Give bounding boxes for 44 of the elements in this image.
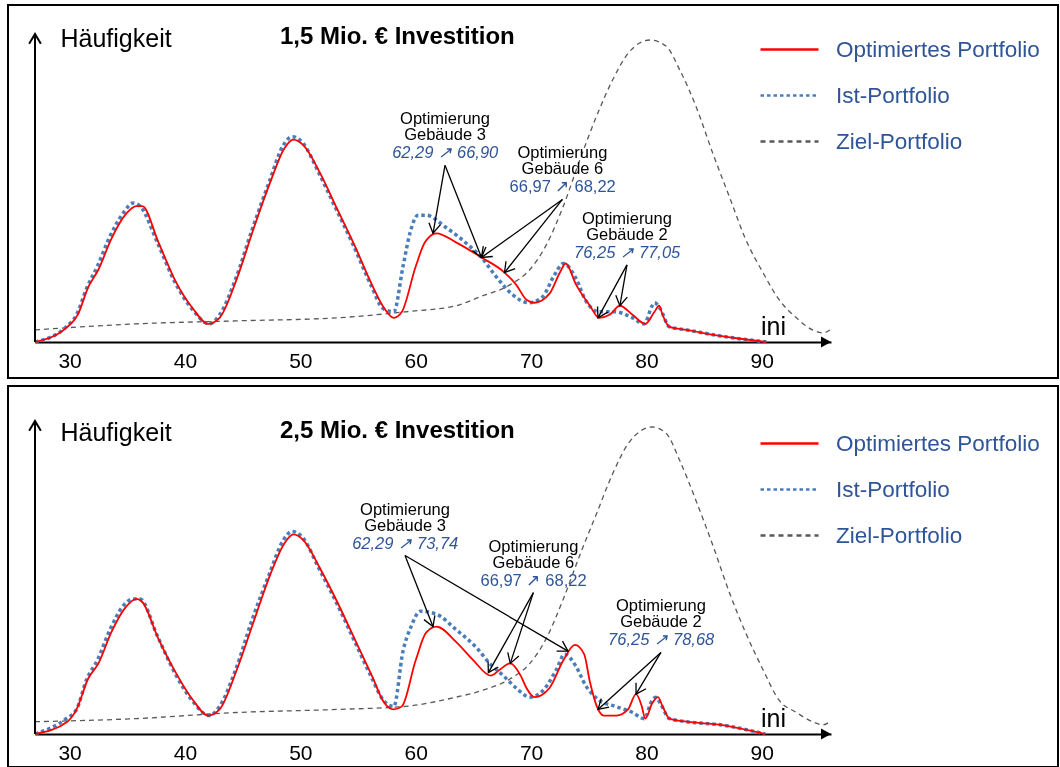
x-tick-label: 90 — [750, 740, 774, 764]
annotation: Optimierung Gebäude 3 — [400, 109, 490, 144]
annotation: 62,29 ↗ — [392, 143, 452, 162]
annotation: Optimierung Gebäude 3 — [360, 499, 450, 534]
chart-title: 2,5 Mio. € Investition — [280, 416, 515, 443]
x-tick-label: 60 — [404, 348, 428, 372]
x-tick-label: 30 — [58, 348, 82, 372]
annotation: 62,29 ↗ — [352, 533, 412, 552]
annotation: 73,74 — [417, 533, 459, 552]
legend-label: Optimiertes Portfolio — [836, 430, 1040, 456]
x-tick-label: 80 — [635, 348, 659, 372]
y-axis-title: Häufigkeit — [60, 23, 172, 52]
x-tick-label: 90 — [750, 348, 774, 372]
legend-label: Ist-Portfolio — [836, 82, 950, 108]
x-tick-label: 70 — [519, 348, 544, 372]
annotation: Optimierung Gebäude 6 — [517, 143, 608, 178]
legend-label: Ziel-Portfolio — [836, 522, 963, 548]
annotation: 77,05 — [638, 242, 682, 261]
annotation: 66,90 — [457, 143, 500, 162]
x-tick-label: 60 — [404, 740, 428, 764]
annotation: 66,97 ↗ — [480, 570, 541, 589]
x-tick-label: 40 — [173, 348, 198, 372]
annotation: 78,68 — [672, 630, 716, 649]
annotation: Optimierung Gebäude 2 — [582, 208, 672, 243]
annotation: 66,97 ↗ — [509, 177, 570, 196]
annotation: 76,25 ↗ — [574, 242, 634, 261]
x-tick-label: 50 — [289, 740, 313, 764]
x-axis-title: ini — [760, 703, 787, 732]
annotation: 68,22 — [545, 570, 587, 589]
x-tick-label: 30 — [58, 740, 82, 764]
x-tick-label: 80 — [635, 740, 659, 764]
annotation: Optimierung Gebäude 6 — [488, 536, 579, 571]
legend-label: Ist-Portfolio — [836, 476, 950, 502]
y-axis-title: Häufigkeit — [60, 417, 172, 446]
annotation: 76,25 ↗ — [608, 630, 668, 649]
x-tick-label: 40 — [173, 740, 198, 764]
legend-label: Ziel-Portfolio — [836, 128, 963, 154]
chart-title: 1,5 Mio. € Investition — [280, 22, 515, 49]
x-tick-label: 70 — [519, 740, 544, 764]
x-axis-title: ini — [760, 311, 787, 340]
annotation: Optimierung Gebäude 2 — [616, 596, 706, 631]
legend-label: Optimiertes Portfolio — [836, 36, 1040, 62]
annotation: 68,22 — [574, 177, 616, 196]
x-tick-label: 50 — [289, 348, 313, 372]
